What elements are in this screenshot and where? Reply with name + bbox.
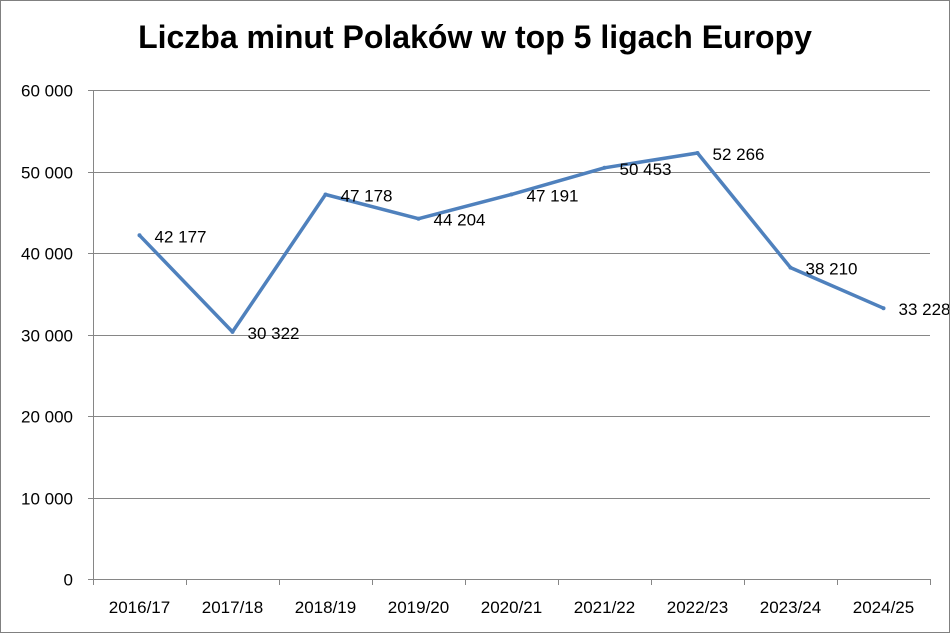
y-tick-label-3: 30 000 — [21, 327, 73, 346]
x-tick-label-1: 2017/18 — [202, 598, 263, 617]
data-label-5: 50 453 — [620, 160, 672, 179]
y-tick-label-4: 40 000 — [21, 245, 73, 264]
series-line-0 — [137, 151, 886, 334]
data-point-3 — [416, 216, 421, 221]
x-tick-label-2: 2018/19 — [295, 598, 356, 617]
x-tick-label-8: 2024/25 — [853, 598, 914, 617]
data-label-8: 33 228 — [899, 300, 950, 319]
chart-title: Liczba minut Polaków w top 5 ligach Euro… — [138, 19, 812, 55]
data-label-3: 44 204 — [434, 211, 486, 230]
data-label-6: 52 266 — [713, 145, 765, 164]
data-label-4: 47 191 — [527, 186, 579, 205]
data-point-0 — [137, 233, 142, 238]
x-tick-label-5: 2021/22 — [574, 598, 635, 617]
data-point-4 — [509, 192, 514, 197]
data-label-2: 47 178 — [341, 186, 393, 205]
data-point-2 — [323, 192, 328, 197]
data-label-1: 30 322 — [248, 324, 300, 343]
x-tick-label-4: 2020/21 — [481, 598, 542, 617]
data-point-8 — [881, 306, 886, 311]
data-label-7: 38 210 — [806, 260, 858, 279]
data-point-7 — [788, 265, 793, 270]
y-tick-label-1: 10 000 — [21, 490, 73, 509]
x-tick-label-6: 2022/23 — [667, 598, 728, 617]
data-point-1 — [230, 329, 235, 334]
data-point-6 — [695, 151, 700, 156]
x-tick-label-0: 2016/17 — [109, 598, 170, 617]
y-tick-label-2: 20 000 — [21, 408, 73, 427]
y-tick-label-6: 60 000 — [21, 82, 73, 101]
x-tick-label-7: 2023/24 — [760, 598, 821, 617]
x-tick-label-3: 2019/20 — [388, 598, 449, 617]
y-tick-label-5: 50 000 — [21, 164, 73, 183]
data-point-5 — [602, 165, 607, 170]
data-label-0: 42 177 — [155, 227, 207, 246]
y-tick-label-0: 0 — [64, 571, 73, 590]
